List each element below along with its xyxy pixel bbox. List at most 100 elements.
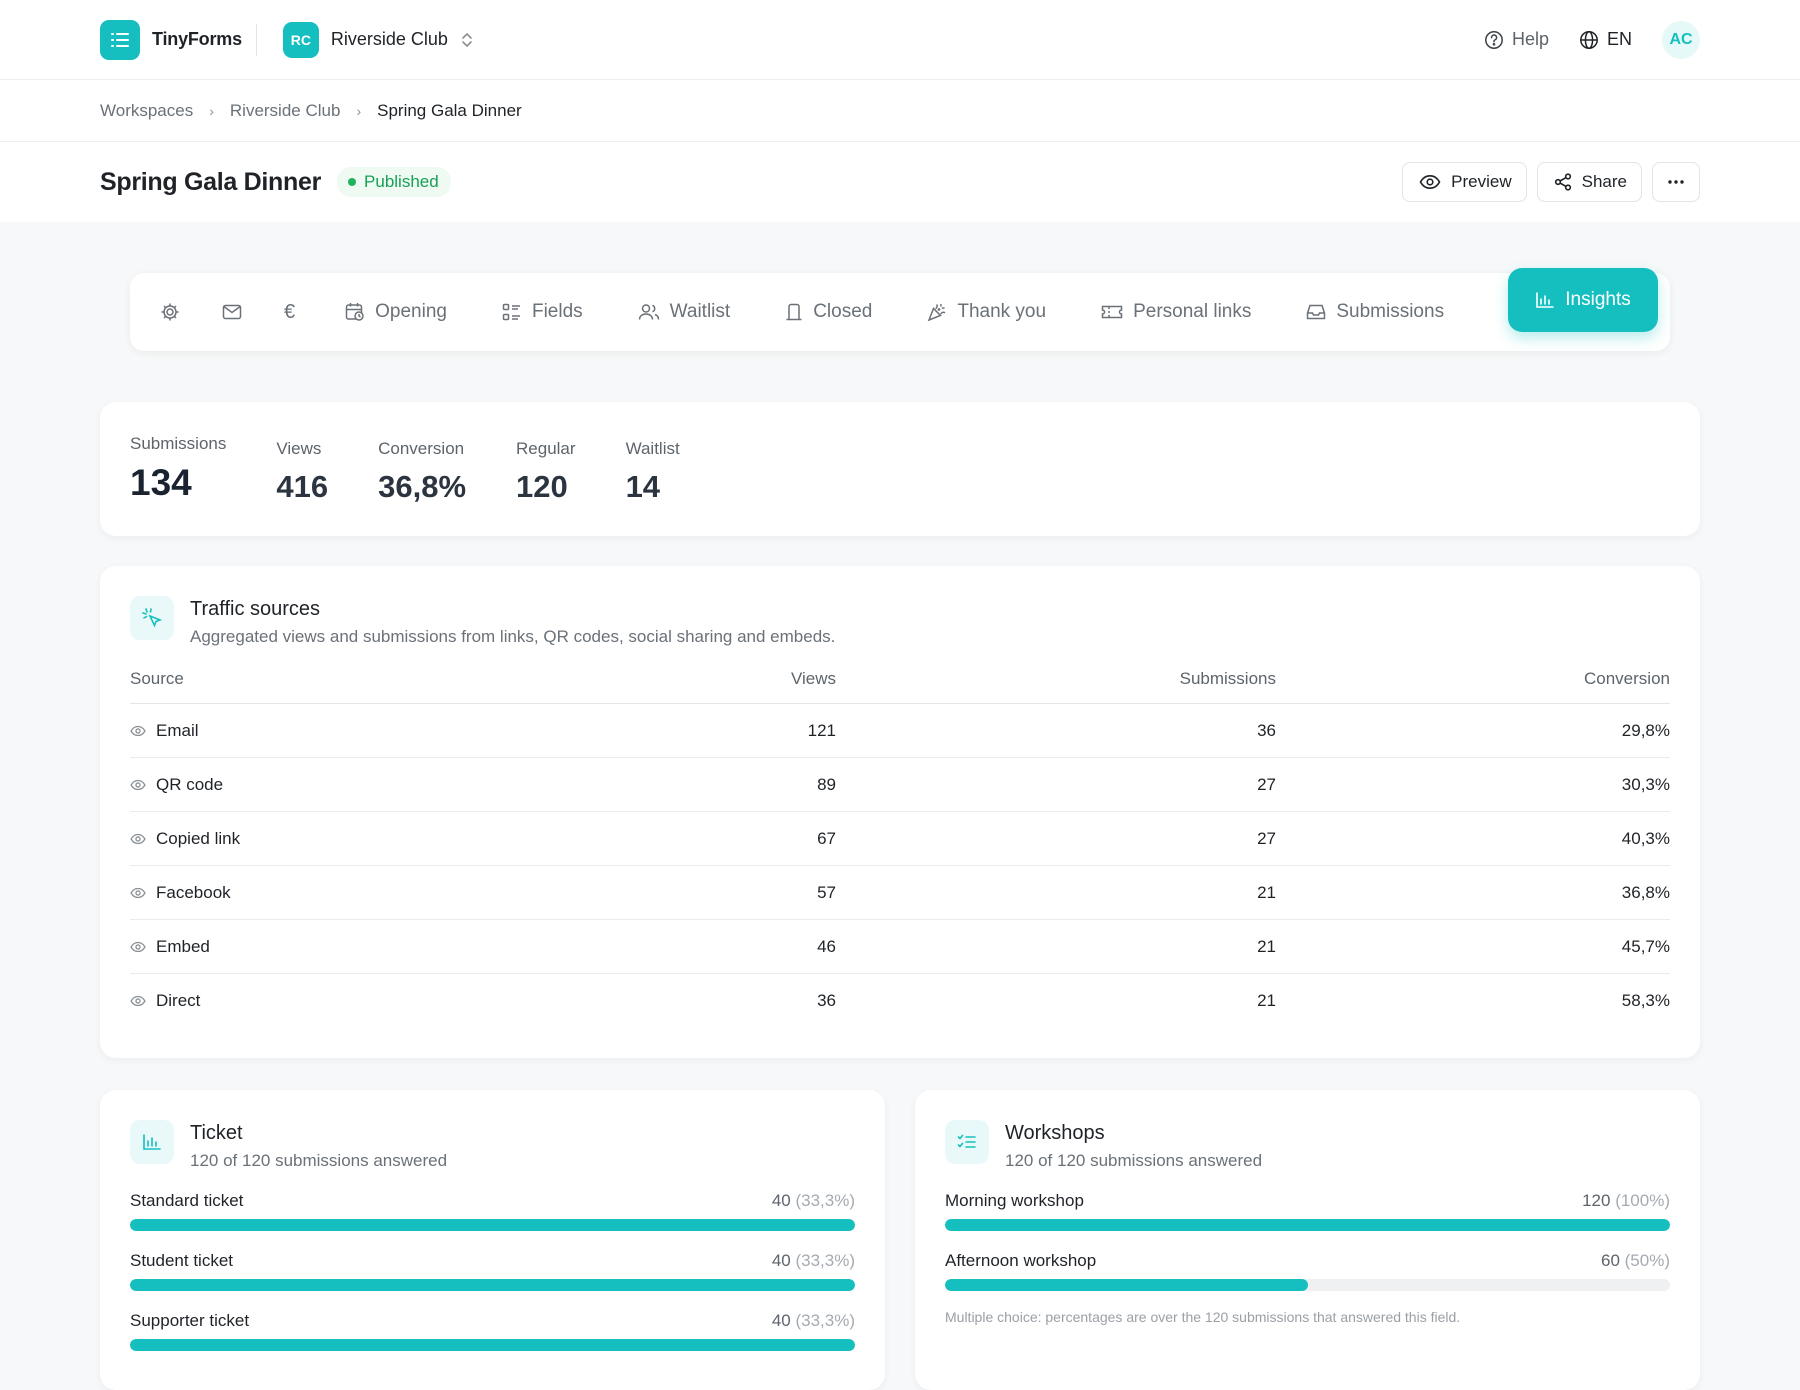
option-row: Morning workshop 120 (100%) xyxy=(945,1191,1670,1231)
gear-icon xyxy=(161,303,179,321)
submissions-cell: 21 xyxy=(836,919,1276,974)
users-icon xyxy=(638,304,659,320)
sparkle-pointer-icon xyxy=(130,596,174,640)
tab-opening[interactable]: Opening xyxy=(345,301,447,323)
source-name: Embed xyxy=(156,936,210,956)
inbox-icon xyxy=(1307,304,1326,320)
bar-chart-icon xyxy=(130,1120,174,1164)
tab-payments[interactable]: € xyxy=(284,301,295,324)
option-row: Standard ticket 40 (33,3%) xyxy=(130,1191,855,1231)
tab-fields[interactable]: Fields xyxy=(502,301,583,323)
top-bar: TinyForms RC Riverside Club Help EN AC xyxy=(0,0,1800,80)
ticket-icon xyxy=(1101,305,1123,319)
source-name: Email xyxy=(156,720,199,740)
preview-button[interactable]: Preview xyxy=(1402,162,1527,202)
stat-label: Regular xyxy=(516,439,576,458)
user-avatar[interactable]: AC xyxy=(1662,20,1700,59)
tab-email[interactable] xyxy=(222,304,242,320)
language-selector[interactable]: EN xyxy=(1579,29,1632,50)
views-cell: 121 xyxy=(596,703,836,758)
help-link[interactable]: Help xyxy=(1484,29,1549,50)
source-name: Facebook xyxy=(156,882,231,902)
status-dot xyxy=(348,178,357,186)
app-logo[interactable]: TinyForms xyxy=(100,19,242,60)
tab-submissions[interactable]: Submissions xyxy=(1306,301,1444,323)
option-stats: 60 (50%) xyxy=(1601,1251,1670,1271)
progress-fill xyxy=(130,1339,855,1351)
submissions-cell: 21 xyxy=(836,865,1276,920)
section-title: Workshops xyxy=(1005,1122,1105,1144)
eye-icon xyxy=(1419,174,1441,190)
more-button[interactable] xyxy=(1652,162,1700,202)
progress-fill xyxy=(130,1219,855,1231)
section-title: Ticket xyxy=(190,1122,243,1144)
option-stats: 40 (33,3%) xyxy=(772,1251,855,1271)
page-title: Spring Gala Dinner xyxy=(100,167,322,196)
progress-track xyxy=(130,1339,855,1351)
progress-fill xyxy=(945,1279,1308,1291)
option-count: 120 xyxy=(1582,1191,1611,1210)
section-title: Traffic sources xyxy=(190,598,321,620)
tab-thank-you[interactable]: Thank you xyxy=(927,301,1046,323)
option-stats: 40 (33,3%) xyxy=(772,1191,855,1211)
footnote: Multiple choice: percentages are over th… xyxy=(945,1309,1461,1325)
mail-icon xyxy=(222,304,242,320)
more-horizontal-icon xyxy=(1668,180,1684,184)
stat-views: Views 416 xyxy=(276,434,328,536)
source-cell: Copied link xyxy=(130,811,596,866)
tab-waitlist-label: Waitlist xyxy=(669,301,731,322)
option-row: Supporter ticket 40 (33,3%) xyxy=(130,1311,855,1351)
option-percent: (33,3%) xyxy=(795,1191,855,1210)
tab-closed[interactable]: Closed xyxy=(785,301,872,323)
source-cell: QR code xyxy=(130,757,596,812)
option-row: Afternoon workshop 60 (50%) xyxy=(945,1251,1670,1291)
share-label: Share xyxy=(1581,172,1627,191)
section-subtitle: Aggregated views and submissions from li… xyxy=(190,627,836,646)
share-button[interactable]: Share xyxy=(1536,162,1642,202)
tab-submissions-label: Submissions xyxy=(1336,301,1445,322)
bar-chart-icon xyxy=(1536,292,1555,308)
option-percent: (100%) xyxy=(1615,1191,1670,1210)
stat-value: 416 xyxy=(276,469,329,504)
column-header: Views xyxy=(596,669,836,704)
stat-conversion: Conversion 36,8% xyxy=(378,434,466,536)
help-label: Help xyxy=(1511,29,1549,49)
stat-label: Views xyxy=(276,439,322,458)
app-name: TinyForms xyxy=(152,29,242,49)
tab-waitlist[interactable]: Waitlist xyxy=(638,301,731,323)
option-count: 40 xyxy=(771,1311,791,1330)
closed-icon xyxy=(786,303,802,321)
source-name: Copied link xyxy=(156,828,241,848)
chevron-right-icon: › xyxy=(209,102,214,119)
stat-submissions: Submissions 134 xyxy=(130,434,226,536)
column-header: Submissions xyxy=(836,669,1276,704)
workshops-card: Workshops 120 of 120 submissions answere… xyxy=(915,1090,1700,1390)
progress-track xyxy=(945,1279,1670,1291)
stat-waitlist: Waitlist 14 xyxy=(626,434,680,536)
list-icon xyxy=(100,19,140,60)
stat-value: 36,8% xyxy=(378,469,467,504)
divider xyxy=(255,23,257,56)
party-popper-icon xyxy=(928,303,946,322)
eye-icon xyxy=(130,725,146,736)
tab-settings[interactable] xyxy=(160,302,180,322)
option-percent: (33,3%) xyxy=(795,1311,855,1330)
source-name: QR code xyxy=(156,774,224,794)
option-stats: 40 (33,3%) xyxy=(772,1311,855,1331)
conversion-cell: 29,8% xyxy=(1276,703,1670,758)
option-label: Student ticket xyxy=(130,1251,234,1270)
tab-insights[interactable]: Insights xyxy=(1508,268,1658,332)
option-label: Standard ticket xyxy=(130,1191,244,1210)
eye-icon xyxy=(130,833,146,844)
conversion-cell: 58,3% xyxy=(1621,990,1670,1010)
eye-icon xyxy=(130,887,146,898)
progress-fill xyxy=(130,1279,855,1291)
workspace-switcher[interactable]: RC Riverside Club xyxy=(282,21,474,58)
tab-thank-you-label: Thank you xyxy=(957,301,1047,322)
tab-personal-links[interactable]: Personal links xyxy=(1101,301,1251,323)
breadcrumb-workspaces[interactable]: Workspaces xyxy=(100,100,194,120)
breadcrumb-workspace[interactable]: Riverside Club xyxy=(229,100,341,120)
table-row: Embed 46 21 45,7% xyxy=(130,919,1670,974)
tab-opening-label: Opening xyxy=(375,301,447,322)
form-tabs: € Opening Fields Waitlist Closed Thank y… xyxy=(130,268,1670,351)
